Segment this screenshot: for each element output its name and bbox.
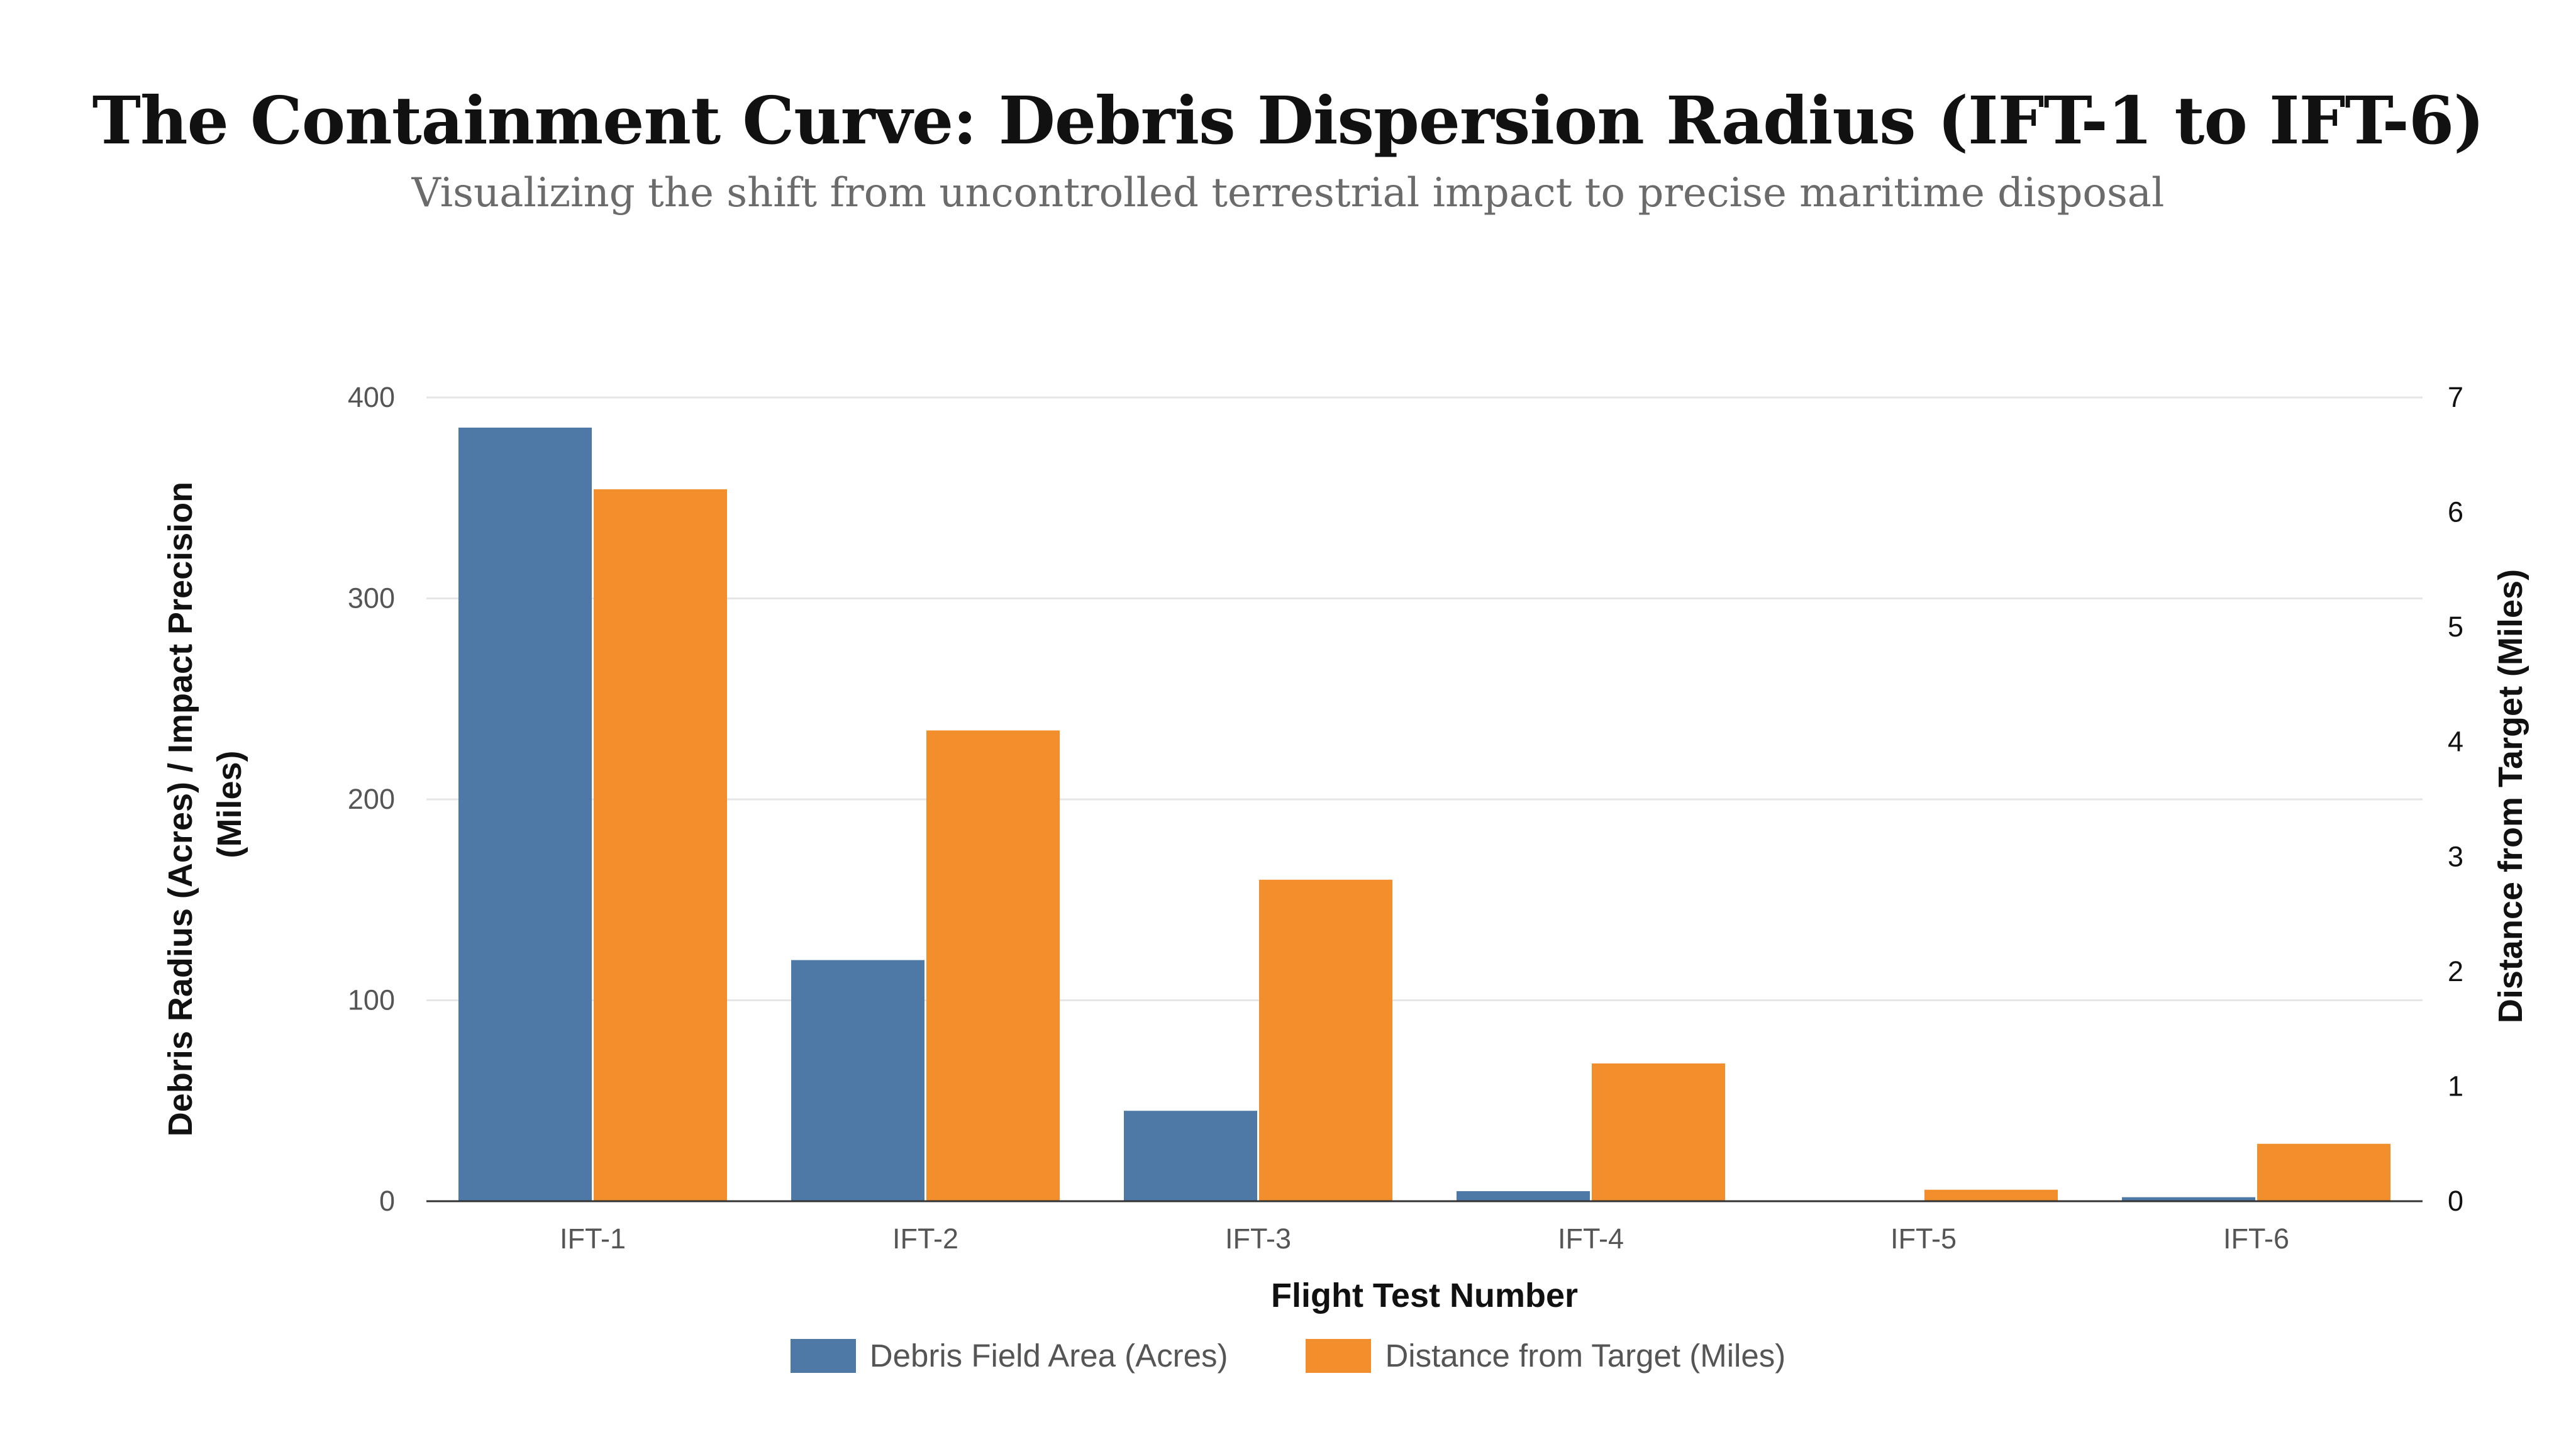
- bar-debris-area-ift-3[interactable]: [1124, 1111, 1257, 1201]
- legend-label-debris: Debris Field Area (Acres): [869, 1338, 1228, 1374]
- legend-item-debris[interactable]: Debris Field Area (Acres): [790, 1337, 1228, 1374]
- bar-debris-area-ift-2[interactable]: [791, 960, 924, 1201]
- left-y-axis-title-line1: Debris Radius (Acres) / Impact Precision: [162, 482, 199, 1136]
- bars-group: [458, 427, 2390, 1201]
- bar-distance-ift-6[interactable]: [2257, 1143, 2390, 1201]
- right-y-tick-label: 4: [2448, 726, 2463, 758]
- left-y-tick-label: 100: [348, 984, 395, 1016]
- left-y-tick-label: 400: [348, 381, 395, 413]
- left-y-tick-label: 300: [348, 582, 395, 614]
- right-y-tick-label: 1: [2448, 1070, 2463, 1102]
- x-tick-label: IFT-6: [2223, 1223, 2289, 1255]
- bar-distance-ift-2[interactable]: [926, 730, 1060, 1201]
- legend-swatch-debris: [790, 1338, 856, 1373]
- right-y-tick-label: 7: [2448, 381, 2463, 413]
- chart-title: The Containment Curve: Debris Dispersion…: [92, 82, 2485, 159]
- x-tick-label: IFT-4: [1558, 1223, 1624, 1255]
- right-y-tick-labels: 0 1 2 3 4 5 6 7: [2448, 381, 2463, 1217]
- x-tick-label: IFT-2: [892, 1223, 958, 1255]
- left-y-axis-title: Debris Radius (Acres) / Impact Precision…: [162, 472, 248, 1136]
- bar-debris-area-ift-6[interactable]: [2122, 1197, 2255, 1201]
- left-y-tick-label: 0: [379, 1185, 395, 1217]
- right-y-axis-title: Distance from Target (Miles): [2492, 569, 2529, 1023]
- right-y-tick-label: 6: [2448, 496, 2463, 528]
- x-tick-labels: IFT-1 IFT-2 IFT-3 IFT-4 IFT-5 IFT-6: [560, 1223, 2289, 1255]
- chart-subtitle: Visualizing the shift from uncontrolled …: [411, 170, 2165, 216]
- right-y-tick-label: 2: [2448, 955, 2463, 987]
- bar-debris-area-ift-1[interactable]: [458, 427, 592, 1201]
- legend-label-distance: Distance from Target (Miles): [1385, 1338, 1786, 1374]
- x-tick-label: IFT-5: [1890, 1223, 1957, 1255]
- bar-distance-ift-1[interactable]: [594, 489, 727, 1201]
- legend-swatch-distance: [1306, 1338, 1372, 1373]
- legend-item-distance[interactable]: Distance from Target (Miles): [1306, 1337, 1785, 1374]
- right-y-tick-label: 5: [2448, 611, 2463, 643]
- x-tick-label: IFT-3: [1225, 1223, 1291, 1255]
- bar-distance-ift-5[interactable]: [1924, 1189, 2058, 1201]
- left-y-tick-labels: 0 100 200 300 400: [348, 381, 395, 1217]
- x-axis-title: Flight Test Number: [1271, 1277, 1578, 1314]
- gridlines: [426, 396, 2423, 1001]
- bar-debris-area-ift-4[interactable]: [1457, 1191, 1590, 1201]
- x-tick-label: IFT-1: [560, 1223, 626, 1255]
- bar-distance-ift-3[interactable]: [1259, 879, 1392, 1201]
- right-y-tick-label: 3: [2448, 840, 2463, 872]
- legend: Debris Field Area (Acres) Distance from …: [0, 1337, 2576, 1374]
- right-y-tick-label: 0: [2448, 1185, 2463, 1217]
- left-y-axis-title-line2: (Miles): [211, 750, 248, 858]
- left-y-tick-label: 200: [348, 783, 395, 815]
- bar-distance-ift-4[interactable]: [1592, 1063, 1725, 1201]
